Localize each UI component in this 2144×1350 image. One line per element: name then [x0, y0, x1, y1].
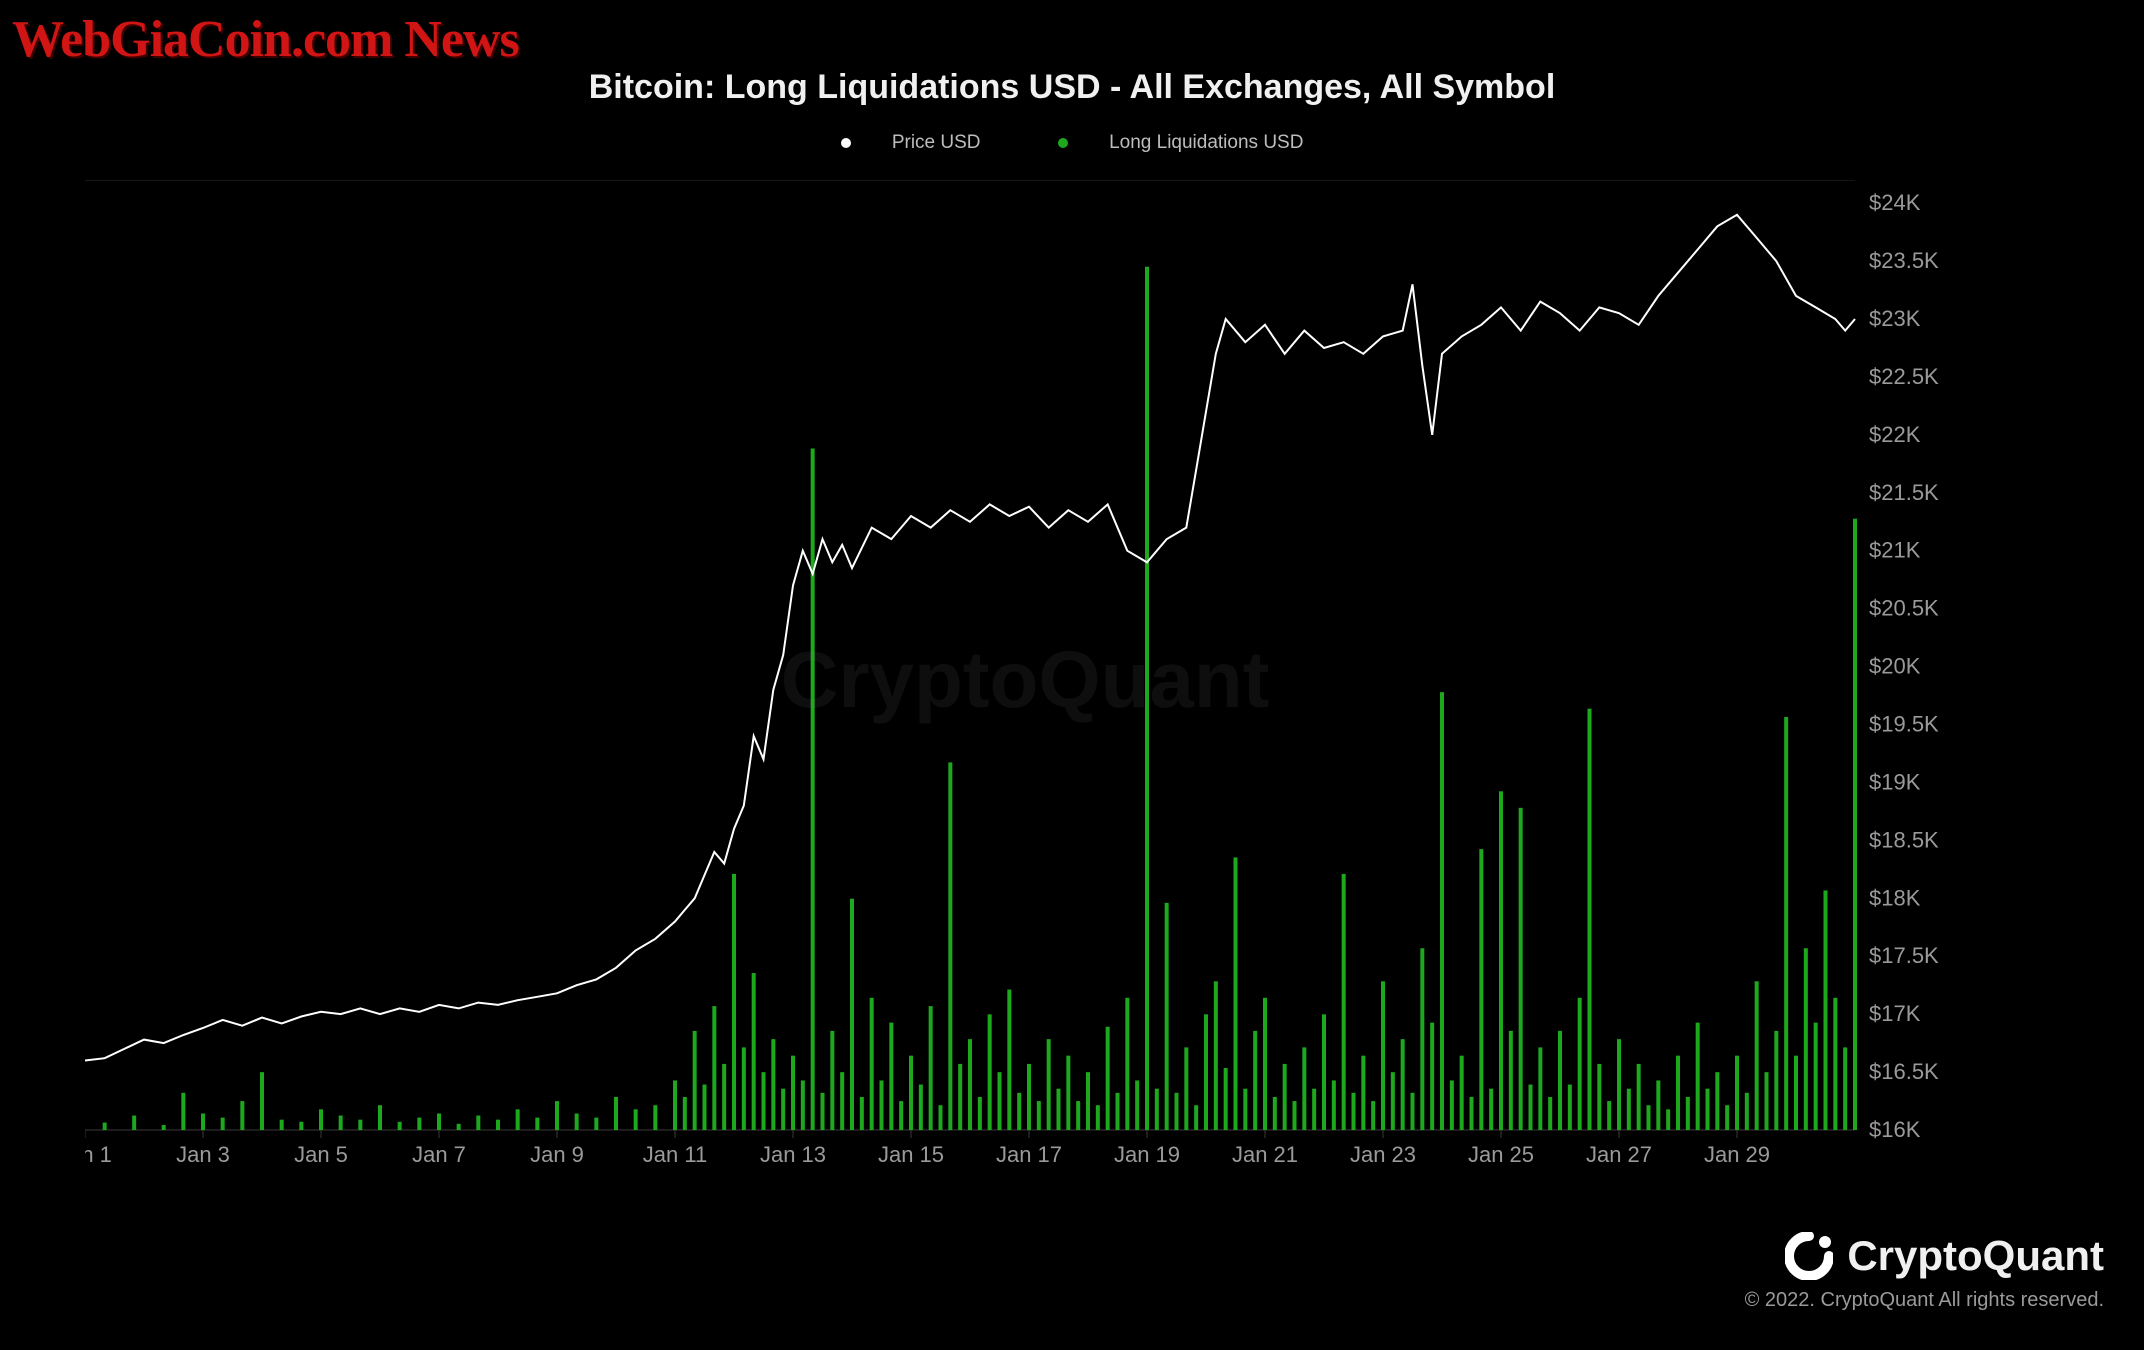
svg-text:Jan 7: Jan 7: [412, 1142, 466, 1167]
svg-text:$22.5K: $22.5K: [1869, 364, 1939, 389]
chart-svg: 05M10M15M20M$16K$16.5K$17K$17.5K$18K$18.…: [85, 180, 1965, 1180]
legend-label-liq: Long Liquidations USD: [1109, 132, 1303, 153]
svg-text:Jan 17: Jan 17: [996, 1142, 1062, 1167]
svg-text:Jan 23: Jan 23: [1350, 1142, 1416, 1167]
svg-text:$23.5K: $23.5K: [1869, 248, 1939, 273]
svg-text:Jan 11: Jan 11: [643, 1142, 707, 1167]
svg-text:Jan 21: Jan 21: [1232, 1142, 1298, 1167]
svg-text:Jan 3: Jan 3: [176, 1142, 230, 1167]
svg-text:$18.5K: $18.5K: [1869, 827, 1939, 852]
legend-dot-price: [841, 138, 851, 148]
legend-item-liq: Long Liquidations USD: [1040, 132, 1322, 153]
svg-text:$17.5K: $17.5K: [1869, 943, 1939, 968]
legend-label-price: Price USD: [892, 132, 981, 153]
svg-text:$21K: $21K: [1869, 538, 1921, 563]
svg-text:Jan 25: Jan 25: [1468, 1142, 1534, 1167]
svg-text:$19K: $19K: [1869, 769, 1921, 794]
svg-text:$16K: $16K: [1869, 1117, 1921, 1142]
chart-plot-area: 05M10M15M20M$16K$16.5K$17K$17.5K$18K$18.…: [85, 180, 1965, 1180]
svg-text:Jan 9: Jan 9: [530, 1142, 584, 1167]
svg-text:$18K: $18K: [1869, 885, 1921, 910]
svg-text:$17K: $17K: [1869, 1001, 1921, 1026]
svg-text:$16.5K: $16.5K: [1869, 1059, 1939, 1084]
svg-text:Jan 1: Jan 1: [85, 1142, 112, 1167]
footer-brand: CryptoQuant: [1785, 1232, 2104, 1280]
footer-copyright: © 2022. CryptoQuant All rights reserved.: [1745, 1289, 2104, 1312]
svg-text:Jan 29: Jan 29: [1704, 1142, 1770, 1167]
brand-logo-icon: [1785, 1232, 1833, 1280]
svg-text:$23K: $23K: [1869, 306, 1921, 331]
footer-brand-text: CryptoQuant: [1847, 1232, 2104, 1280]
site-watermark: WebGiaCoin.com News: [12, 10, 519, 69]
svg-text:Jan 15: Jan 15: [878, 1142, 944, 1167]
svg-text:$21.5K: $21.5K: [1869, 480, 1939, 505]
legend-item-price: Price USD: [823, 132, 1004, 153]
svg-text:$20K: $20K: [1869, 654, 1921, 679]
svg-text:$24K: $24K: [1869, 190, 1921, 215]
legend-dot-liq: [1058, 138, 1068, 148]
svg-text:Jan 19: Jan 19: [1114, 1142, 1180, 1167]
chart-legend: Price USD Long Liquidations USD: [0, 132, 2144, 154]
chart-title: Bitcoin: Long Liquidations USD - All Exc…: [0, 68, 2144, 107]
svg-text:$19.5K: $19.5K: [1869, 712, 1939, 737]
svg-text:Jan 5: Jan 5: [294, 1142, 348, 1167]
svg-text:$20.5K: $20.5K: [1869, 596, 1939, 621]
svg-text:$22K: $22K: [1869, 422, 1921, 447]
svg-text:Jan 13: Jan 13: [760, 1142, 826, 1167]
svg-text:Jan 27: Jan 27: [1586, 1142, 1652, 1167]
